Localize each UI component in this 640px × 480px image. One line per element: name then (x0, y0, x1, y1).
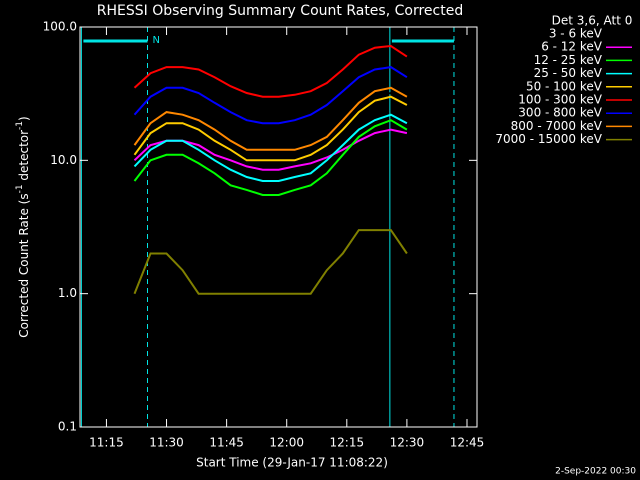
x-tick-label: 11:45 (209, 436, 244, 450)
series-line (133, 66, 408, 125)
series-line (133, 91, 408, 156)
legend-label: 25 - 50 keV (534, 66, 603, 80)
legend-label: 100 - 300 keV (518, 93, 602, 107)
y-label-part: detector (17, 130, 31, 185)
plot-frame (79, 26, 478, 428)
x-tick-label: 12:15 (330, 436, 365, 450)
series-line (133, 229, 408, 295)
series-line (133, 113, 408, 182)
y-label-part: ) (17, 116, 31, 121)
y-tick-label: 100.0 (43, 20, 77, 34)
x-tick-label: 12:45 (450, 436, 485, 450)
legend-label: 300 - 800 keV (518, 106, 602, 120)
y-axis-label: Corrected Count Rate (s-1 detector-1) (15, 116, 31, 337)
series-line (133, 119, 408, 196)
series-line (133, 44, 408, 98)
legend-label: 7000 - 15000 keV (495, 132, 602, 146)
x-axis-label: Start Time (29-Jan-17 11:08:22) (196, 456, 388, 470)
legend-label: 3 - 6 keV (549, 27, 603, 41)
series-line (133, 95, 408, 162)
legend-title: Det 3,6, Att 0 (552, 14, 633, 28)
x-tick-label: 11:15 (89, 436, 124, 450)
interval-label: N (153, 35, 160, 46)
legend-label: 800 - 7000 keV (511, 119, 603, 133)
y-tick-label: 0.1 (58, 420, 77, 434)
x-tick-label: 11:30 (149, 436, 184, 450)
y-label-part: -1 (15, 121, 25, 130)
legend-label: 12 - 25 keV (534, 53, 603, 67)
y-label-part: -1 (15, 184, 25, 193)
chart-title: RHESSI Observing Summary Count Rates, Co… (97, 3, 463, 19)
x-tick-label: 12:30 (390, 436, 425, 450)
y-label-part: Corrected Count Rate (s (17, 193, 31, 337)
footnote: 2-Sep-2022 00:30 (555, 467, 636, 477)
y-tick-label: 1.0 (58, 286, 77, 300)
series-line (133, 86, 408, 151)
legend-label: 50 - 100 keV (526, 79, 603, 93)
legend-label: 6 - 12 keV (541, 40, 603, 54)
y-tick-label: 10.0 (50, 153, 77, 167)
x-tick-label: 12:00 (269, 436, 304, 450)
